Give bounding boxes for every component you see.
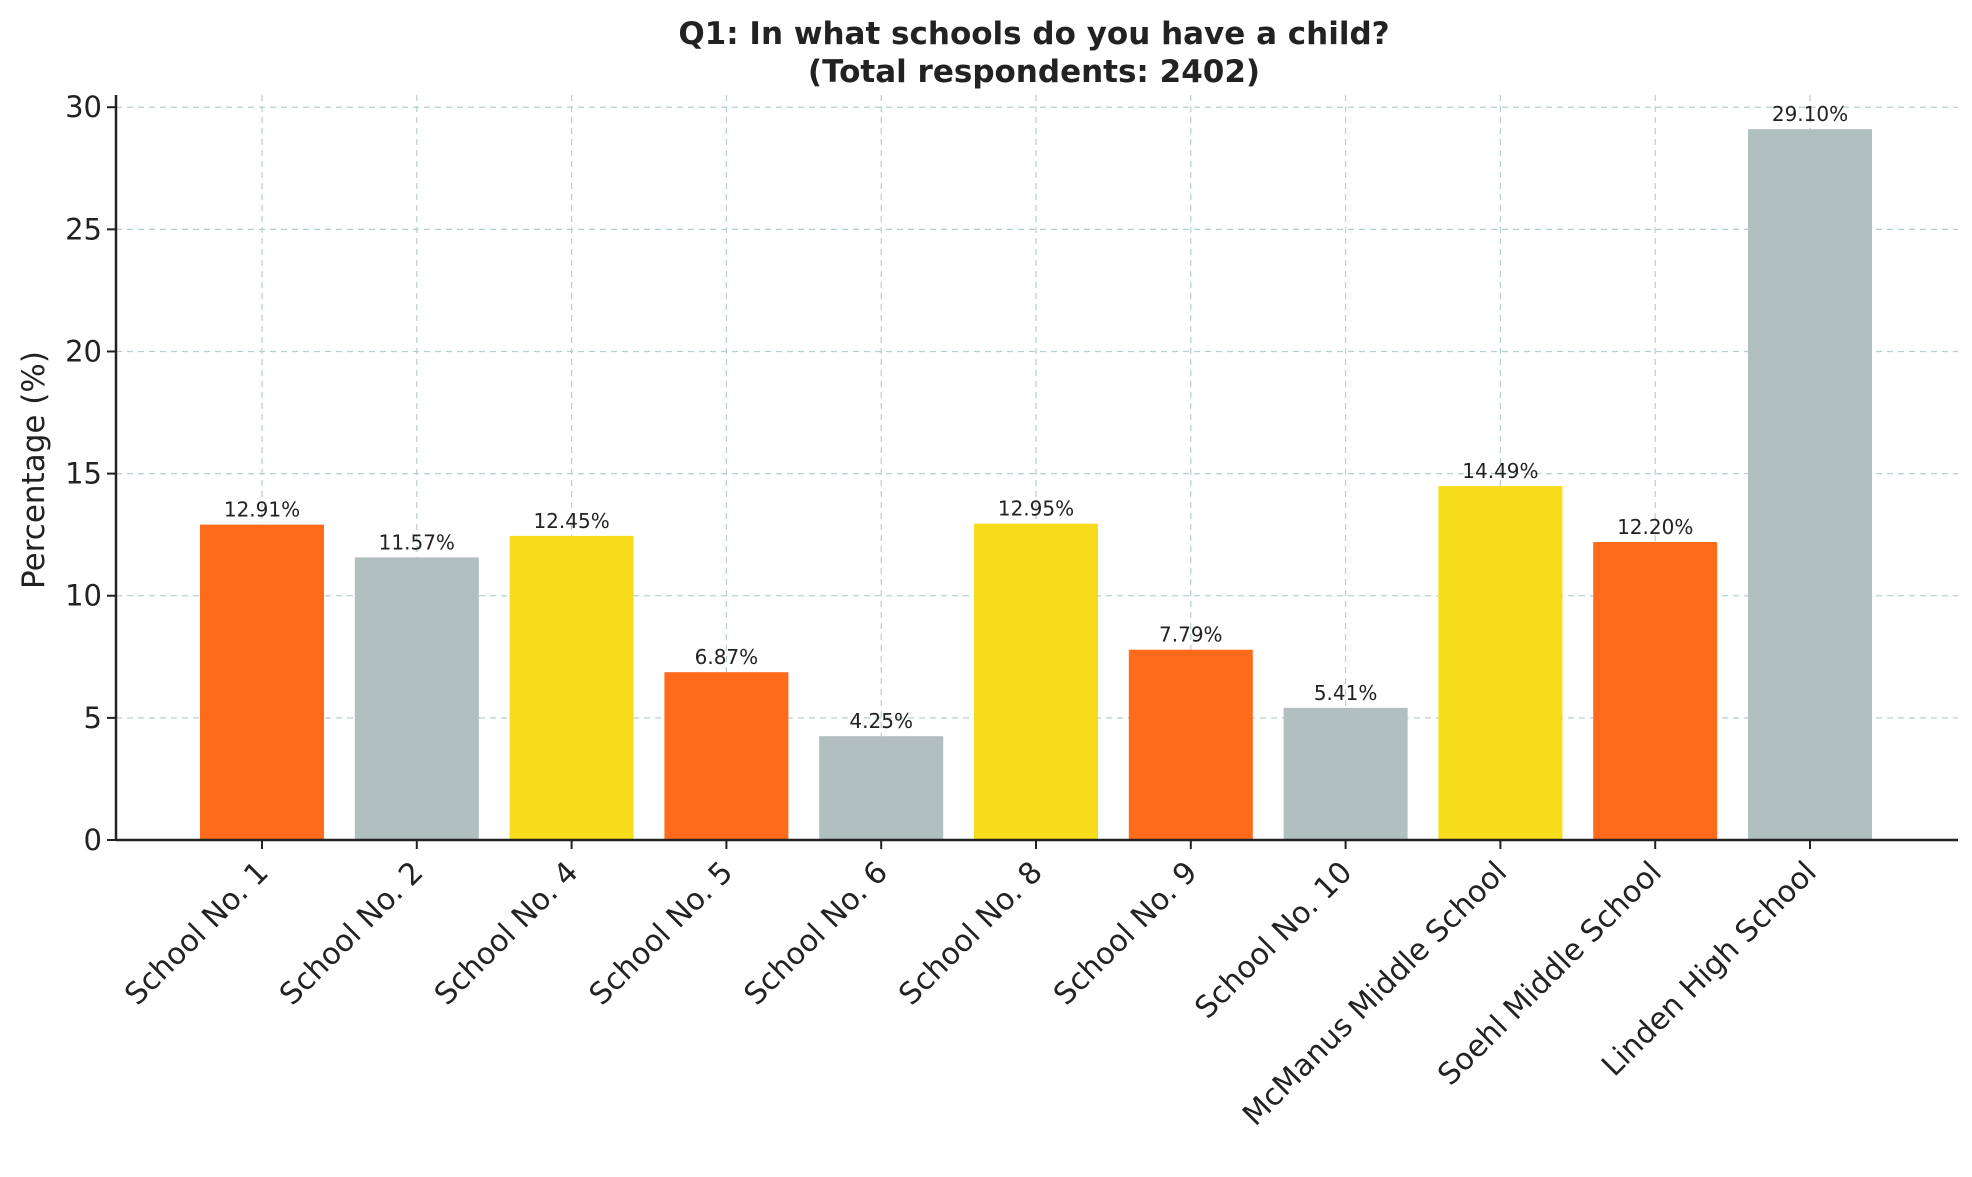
y-tick-label: 5 xyxy=(84,701,102,735)
y-tick-label: 25 xyxy=(65,212,102,246)
data-label: 12.91% xyxy=(224,498,300,522)
data-label: 14.49% xyxy=(1462,459,1538,483)
y-tick-label: 10 xyxy=(65,579,102,613)
bar xyxy=(1748,129,1872,840)
data-label: 12.95% xyxy=(998,497,1074,521)
x-tick-label: School No. 5 xyxy=(583,855,740,1012)
data-label: 29.10% xyxy=(1772,102,1848,126)
data-label: 5.41% xyxy=(1314,681,1378,705)
bar xyxy=(509,535,634,840)
bars xyxy=(200,129,1872,840)
x-tick-label: School No. 1 xyxy=(118,855,275,1012)
bar xyxy=(974,523,1098,840)
x-tick-label: School No. 2 xyxy=(273,855,430,1012)
data-label: 4.25% xyxy=(849,709,913,733)
bar xyxy=(1128,649,1253,840)
chart-title: Q1: In what schools do you have a child? xyxy=(678,16,1389,52)
x-tick-label: School No. 9 xyxy=(1047,855,1204,1012)
x-tick-label: School No. 8 xyxy=(892,855,1049,1012)
x-tick-label: McManus Middle School xyxy=(1236,855,1514,1133)
bar xyxy=(1283,707,1408,840)
x-tick-label: School No. 6 xyxy=(737,855,894,1012)
data-labels: 12.91% 11.57% 12.45% 6.87% 4.25% 12.95% 7.79% 5… xyxy=(224,102,1848,733)
bar xyxy=(819,736,944,840)
y-tick-label: 15 xyxy=(65,457,102,491)
y-axis-label: Percentage (%) xyxy=(16,351,52,589)
bar xyxy=(1593,542,1718,840)
chart-subtitle: (Total respondents: 2402) xyxy=(808,54,1260,90)
data-label: 7.79% xyxy=(1159,623,1223,647)
x-tick-label: School No. 10 xyxy=(1188,855,1359,1026)
y-tick-label: 30 xyxy=(65,90,102,124)
data-label: 12.20% xyxy=(1617,515,1693,539)
bar xyxy=(354,557,479,840)
x-tick-label: School No. 4 xyxy=(428,855,585,1012)
y-tick-label: 0 xyxy=(84,823,102,857)
y-ticks: 0 5 10 15 20 25 30 xyxy=(65,90,116,857)
bar xyxy=(664,672,789,840)
y-tick-label: 20 xyxy=(65,334,102,368)
data-label: 11.57% xyxy=(379,530,455,554)
data-label: 12.45% xyxy=(533,509,609,533)
bar xyxy=(200,524,324,840)
bar xyxy=(1438,486,1563,840)
data-label: 6.87% xyxy=(695,645,759,669)
